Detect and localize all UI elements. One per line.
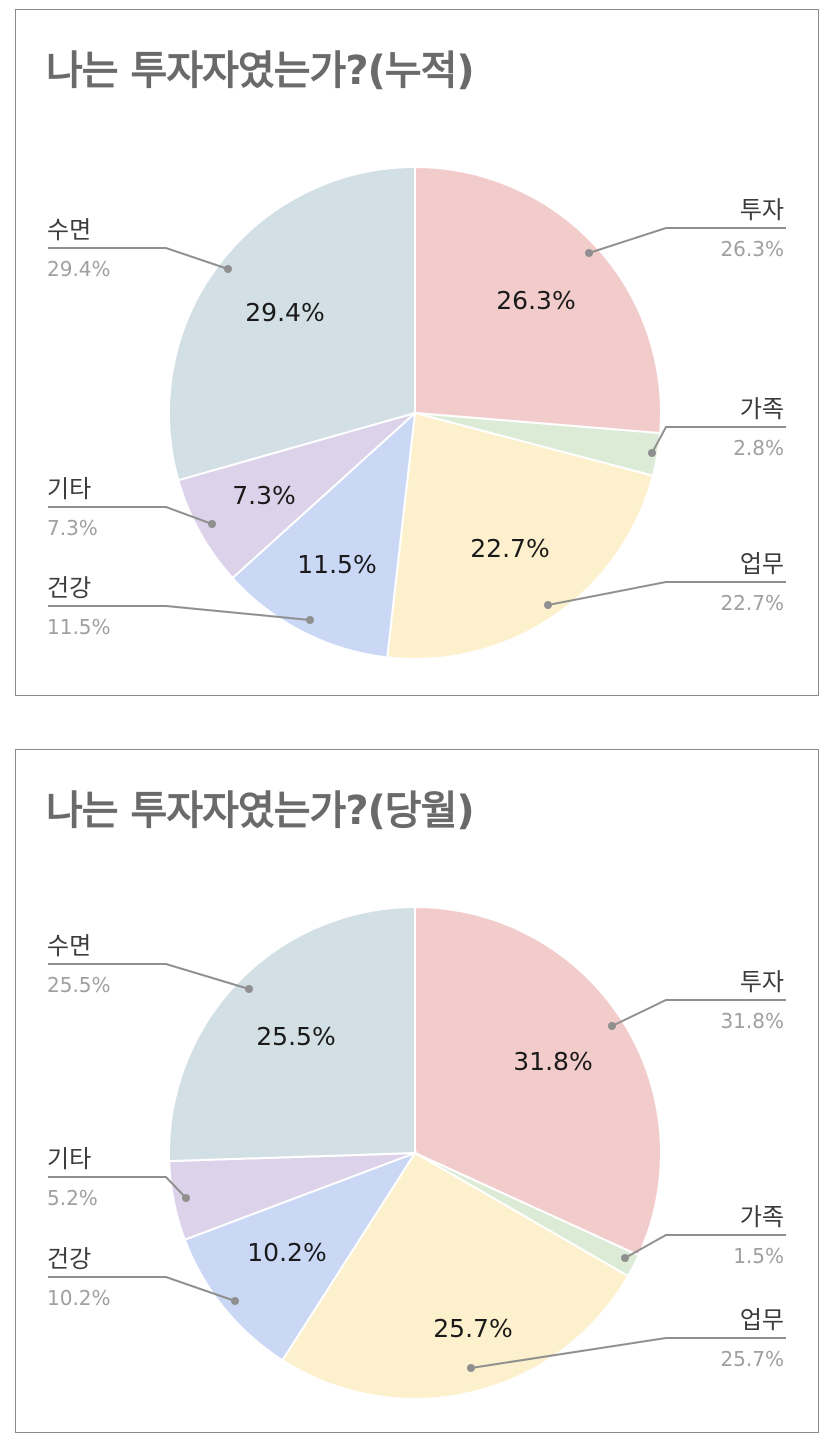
value-label-other: 7.3% — [47, 516, 98, 540]
category-label-family: 가족 — [740, 395, 784, 423]
data-label-work: 25.7% — [433, 1314, 512, 1343]
leader-line-health — [48, 605, 311, 621]
chart-title: 나는 투자자였는가?(당월) — [46, 788, 475, 834]
value-label-invest: 26.3% — [720, 237, 784, 261]
category-label-invest: 투자 — [740, 968, 784, 996]
data-label-health: 10.2% — [247, 1238, 326, 1267]
pie-slices — [168, 165, 662, 660]
data-label-sleep: 29.4% — [245, 298, 324, 327]
category-label-health: 건강 — [47, 574, 91, 602]
value-label-work: 25.7% — [720, 1347, 784, 1371]
leader-dot-work — [467, 1364, 475, 1372]
pie-slice-health — [231, 410, 417, 659]
value-label-work: 22.7% — [720, 591, 784, 615]
value-label-health: 10.2% — [47, 1286, 111, 1310]
category-label-other: 기타 — [47, 475, 91, 503]
category-label-health: 건강 — [47, 1245, 91, 1273]
pie-slice-invest — [414, 165, 662, 435]
data-label-health: 11.5% — [297, 550, 376, 579]
value-label-sleep: 29.4% — [47, 257, 111, 281]
leader-line-health — [48, 1276, 236, 1302]
value-label-invest: 31.8% — [720, 1009, 784, 1033]
leader-dot-family — [621, 1254, 629, 1262]
category-label-sleep: 수면 — [47, 932, 91, 960]
value-label-sleep: 25.5% — [47, 973, 111, 997]
monthly-chart-panel: 나는 투자자였는가?(당월) 31.8% 투자 31.8% 가족 1.5% 25.7% 업무… — [15, 749, 819, 1433]
leader-dot-invest — [585, 249, 593, 257]
data-label-other: 7.3% — [232, 481, 296, 510]
chart-title: 나는 투자자였는가?(누적) — [46, 48, 475, 94]
leader-line-other — [48, 1176, 187, 1199]
leader-dot-sleep — [245, 985, 253, 993]
category-label-work: 업무 — [740, 550, 784, 578]
pie-slice-sleep — [168, 905, 416, 1163]
leader-line-sleep — [48, 963, 250, 990]
pie-slice-other — [177, 412, 416, 580]
leader-line-work — [547, 581, 786, 606]
value-label-health: 11.5% — [47, 615, 111, 639]
pie-slice-health — [183, 1151, 418, 1362]
leader-line-invest — [611, 999, 786, 1027]
data-label-work: 22.7% — [470, 534, 549, 563]
leader-dot-work — [544, 601, 552, 609]
category-label-sleep: 수면 — [47, 216, 91, 244]
value-label-family: 1.5% — [733, 1244, 784, 1268]
data-label-invest: 26.3% — [496, 286, 575, 315]
leader-line-sleep — [48, 247, 229, 270]
pie-slice-work — [281, 1151, 630, 1400]
data-label-invest: 31.8% — [513, 1047, 592, 1076]
leader-line-invest — [588, 227, 786, 254]
leader-dot-health — [306, 616, 314, 624]
leader-dot-family — [648, 449, 656, 457]
category-label-work: 업무 — [740, 1306, 784, 1334]
cumulative-pie-chart: 26.3% 투자 26.3% 가족 2.8% 22.7% 업무 22.7% 11.5% 건강 11.… — [47, 165, 786, 660]
leader-line-work — [470, 1337, 786, 1369]
monthly-pie-chart: 31.8% 투자 31.8% 가족 1.5% 25.7% 업무 25.7% 10.2% 건강 10.… — [47, 905, 786, 1400]
leader-dot-invest — [608, 1022, 616, 1030]
leader-dot-health — [231, 1297, 239, 1305]
leader-dot-other — [208, 520, 216, 528]
cumulative-chart-panel: 나는 투자자였는가?(누적) 26.3% 투자 26.3% 가족 2.8% 22.7% 업무… — [15, 9, 819, 696]
leader-dot-sleep — [224, 265, 232, 273]
pie-slice-sleep — [168, 165, 416, 482]
category-label-invest: 투자 — [740, 196, 784, 224]
category-label-other: 기타 — [47, 1145, 91, 1173]
leader-line-family — [651, 426, 786, 454]
leader-line-family — [624, 1234, 786, 1259]
value-label-other: 5.2% — [47, 1186, 98, 1210]
leader-line-other — [48, 506, 213, 525]
pie-slices — [168, 905, 662, 1400]
data-label-sleep: 25.5% — [256, 1022, 335, 1051]
leader-dot-other — [182, 1194, 190, 1202]
pie-slice-work — [386, 411, 655, 660]
value-label-family: 2.8% — [733, 436, 784, 460]
category-label-family: 가족 — [740, 1203, 784, 1231]
